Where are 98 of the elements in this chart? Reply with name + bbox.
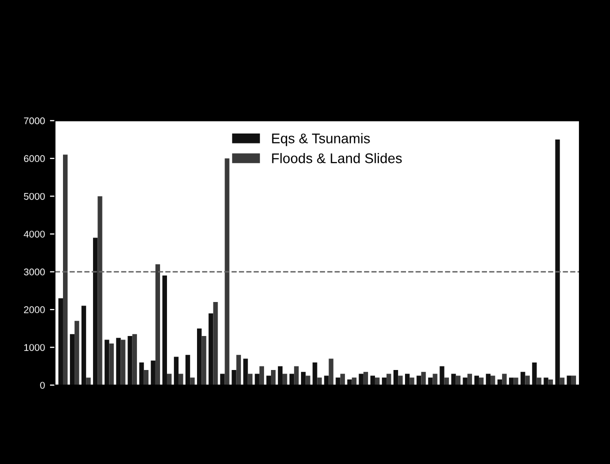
bar	[358, 374, 364, 386]
y-tick-label: 7000	[24, 117, 45, 124]
y-tick-label: 6000	[24, 155, 45, 162]
bar	[294, 366, 299, 386]
bar	[155, 264, 160, 386]
y-tick-label: 1000	[24, 344, 45, 351]
bar	[81, 306, 86, 386]
bar	[120, 340, 126, 386]
bar	[410, 378, 414, 386]
bar	[70, 334, 75, 386]
bar	[432, 374, 438, 386]
bar	[248, 374, 252, 386]
bar	[202, 336, 206, 386]
bar	[571, 376, 576, 386]
bar	[282, 374, 288, 386]
bar	[104, 340, 110, 386]
bar	[382, 378, 387, 386]
bar	[93, 238, 98, 386]
bar	[520, 372, 526, 386]
bar	[185, 354, 190, 386]
bar	[374, 378, 380, 386]
bar	[139, 362, 144, 386]
bar	[128, 336, 132, 386]
bar	[386, 374, 392, 386]
bar	[421, 372, 426, 386]
bar	[317, 378, 322, 386]
bar	[220, 374, 225, 386]
bar	[456, 376, 460, 386]
y-tick-label: 0	[40, 382, 45, 389]
bar	[451, 374, 456, 386]
y-tick-label: 4000	[24, 230, 45, 238]
bar	[278, 366, 283, 386]
bar	[213, 302, 218, 386]
bar	[259, 366, 264, 386]
bar	[190, 378, 195, 386]
bar	[336, 378, 340, 386]
bar	[270, 370, 276, 386]
bar	[502, 374, 507, 386]
bar	[116, 338, 121, 386]
bar	[224, 158, 230, 386]
bar	[566, 376, 572, 386]
bar	[370, 376, 375, 386]
bar	[178, 374, 184, 386]
bar	[398, 376, 403, 386]
bar	[474, 376, 479, 386]
bar	[174, 356, 179, 386]
bar	[132, 334, 137, 386]
bar	[328, 358, 334, 386]
bar	[150, 360, 156, 386]
bar	[98, 196, 102, 386]
legend-label: Floods & Land Slides	[272, 153, 402, 164]
bar	[236, 354, 241, 386]
y-tick-label: 2000	[24, 306, 45, 314]
bar	[490, 376, 496, 386]
bar	[352, 378, 356, 386]
bar	[232, 370, 236, 386]
bar	[340, 374, 345, 386]
bar	[486, 374, 491, 386]
bar	[444, 378, 449, 386]
bar	[86, 378, 91, 386]
bar	[532, 362, 537, 386]
bar	[243, 358, 248, 386]
y-tick-label: 3000	[24, 268, 45, 276]
bar	[254, 374, 260, 386]
bar	[467, 374, 472, 386]
bar	[289, 374, 294, 386]
bar	[555, 140, 560, 386]
bar	[109, 344, 114, 386]
bar	[478, 378, 484, 386]
bar	[166, 374, 172, 386]
bar	[363, 372, 368, 386]
bar	[462, 378, 468, 386]
bar	[58, 298, 63, 386]
bar	[393, 370, 398, 386]
bar	[162, 276, 167, 386]
bar	[509, 378, 514, 386]
bar	[428, 378, 433, 386]
bar	[416, 376, 422, 386]
bar	[324, 376, 329, 386]
y-tick-label: 5000	[24, 192, 45, 200]
bar	[525, 376, 530, 386]
bar	[62, 154, 68, 386]
bar	[560, 378, 564, 386]
bar	[544, 378, 548, 386]
bar	[197, 328, 202, 386]
bar	[208, 313, 214, 386]
bar	[312, 362, 318, 386]
bar	[74, 320, 80, 386]
bar	[440, 366, 444, 386]
legend-label: Eqs & Tsunamis	[272, 133, 370, 146]
bar	[405, 374, 410, 386]
bar	[301, 372, 306, 386]
bar	[306, 376, 310, 386]
bar	[347, 379, 352, 386]
bar	[266, 376, 271, 386]
bar	[514, 378, 518, 386]
bar	[536, 378, 542, 386]
bar	[144, 370, 148, 386]
